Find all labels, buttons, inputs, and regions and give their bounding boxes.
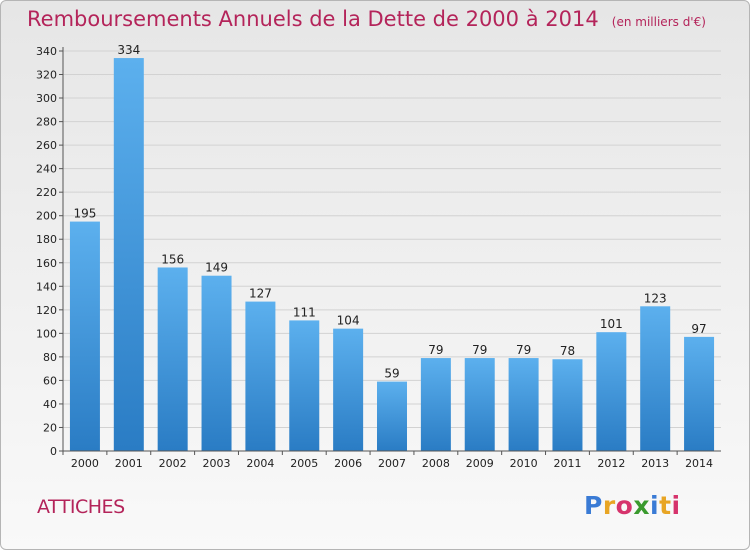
- y-tick-label: 240: [36, 163, 57, 176]
- y-tick-label: 300: [36, 92, 57, 105]
- x-tick-label: 2007: [378, 457, 406, 470]
- y-tick-label: 220: [36, 186, 57, 199]
- bar: [157, 267, 188, 451]
- y-tick-label: 20: [43, 421, 57, 434]
- y-tick-label: 200: [36, 210, 57, 223]
- x-tick-label: 2012: [597, 457, 625, 470]
- y-tick-label: 160: [36, 257, 57, 270]
- labels: 0 20 40 60 80 100 120 140 160 180 200 220 240 260 280 3…: [36, 43, 713, 470]
- y-tick-label: 60: [43, 374, 57, 387]
- y-tick-label: 280: [36, 116, 57, 129]
- bar-value-label: 123: [644, 291, 667, 305]
- x-tick-label: 2014: [685, 457, 713, 470]
- y-tick-label: 0: [50, 445, 57, 458]
- x-tick-label: 2008: [422, 457, 450, 470]
- x-tick-label: 2003: [203, 457, 231, 470]
- y-tick-label: 40: [43, 398, 57, 411]
- x-tick-label: 2001: [115, 457, 143, 470]
- y-tick-label: 100: [36, 327, 57, 340]
- bar: [245, 301, 276, 451]
- bar: [201, 275, 232, 451]
- bar: [377, 381, 407, 451]
- x-tick-label: 2000: [71, 457, 99, 470]
- y-tick-label: 120: [36, 304, 57, 317]
- y-tick-label: 340: [36, 45, 57, 58]
- bar-value-label: 79: [428, 343, 443, 357]
- bar: [684, 336, 715, 451]
- bar-value-label: 195: [73, 207, 96, 221]
- bar: [420, 358, 451, 451]
- bar-value-label: 79: [472, 343, 487, 357]
- logo-letter: o: [615, 491, 634, 520]
- x-tick-label: 2002: [159, 457, 187, 470]
- y-tick-label: 80: [43, 351, 57, 364]
- bar: [289, 320, 320, 451]
- y-tick-label: 260: [36, 139, 57, 152]
- y-tick-label: 320: [36, 69, 57, 82]
- bar-value-label: 78: [560, 344, 575, 358]
- bar: [596, 332, 627, 451]
- x-tick-label: 2004: [246, 457, 274, 470]
- bars: [69, 58, 715, 451]
- x-tick-label: 2011: [553, 457, 581, 470]
- bar-value-label: 101: [600, 317, 623, 331]
- logo-letter: P: [584, 491, 603, 520]
- y-tick-label: 180: [36, 233, 57, 246]
- logo-letter: i: [650, 491, 660, 520]
- x-tick-label: 2006: [334, 457, 362, 470]
- x-tick-label: 2009: [466, 457, 494, 470]
- chart-subtitle: (en milliers d'€): [611, 15, 706, 29]
- proxiti-logo: Proxiti: [584, 491, 681, 520]
- bar-value-label: 104: [337, 314, 360, 328]
- chart-title: Remboursements Annuels de la Dette de 20…: [27, 7, 599, 31]
- bar: [333, 328, 364, 451]
- bar: [69, 221, 100, 451]
- logo-letter: t: [659, 491, 672, 520]
- bar: [508, 358, 539, 451]
- x-tick-label: 2013: [641, 457, 669, 470]
- bar-value-label: 97: [691, 322, 706, 336]
- logo-letter: x: [633, 491, 650, 520]
- bar-value-label: 79: [516, 343, 531, 357]
- x-tick-label: 2005: [290, 457, 318, 470]
- bar: [640, 306, 671, 451]
- logo-letter: i: [671, 491, 681, 520]
- logo-letter: r: [602, 491, 616, 520]
- axes: [59, 47, 721, 455]
- y-tick-label: 140: [36, 280, 57, 293]
- x-tick-label: 2010: [510, 457, 538, 470]
- commune-name: ATTICHES: [37, 496, 125, 518]
- bar-value-label: 334: [117, 43, 140, 57]
- bar-value-label: 156: [161, 252, 184, 266]
- bar: [552, 359, 583, 451]
- bar: [113, 58, 144, 451]
- bar-value-label: 127: [249, 287, 272, 301]
- bar-value-label: 111: [293, 305, 316, 319]
- bar-value-label: 149: [205, 261, 228, 275]
- bar-value-label: 59: [384, 367, 399, 381]
- title-row: Remboursements Annuels de la Dette de 20…: [27, 7, 706, 31]
- bar: [464, 358, 495, 451]
